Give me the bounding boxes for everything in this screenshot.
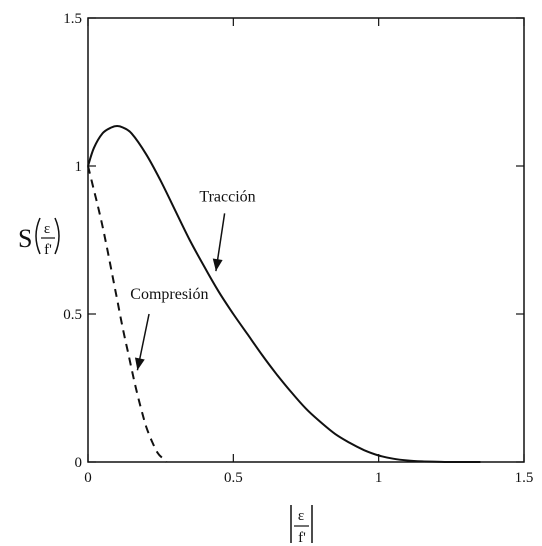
y-axis-label-denominator: f'	[44, 242, 52, 258]
x-tick-label: 1.5	[515, 470, 534, 486]
y-label-left-paren	[35, 217, 41, 255]
annotation-label: Compresión	[130, 286, 208, 303]
x-axis-label: ε f'	[290, 505, 313, 546]
y-axis-label: S ε f'	[18, 217, 60, 258]
series-line-compresion	[87, 165, 168, 463]
axis-ticks	[87, 17, 525, 463]
y-axis-label-numerator: ε	[44, 221, 50, 237]
annotation-label: Tracción	[199, 189, 255, 206]
series-layer	[87, 124, 481, 463]
y-tick-label: 1	[75, 159, 83, 175]
x-tick-label: 1	[375, 470, 383, 486]
y-tick-label: 0.5	[63, 307, 82, 323]
plot-frame	[87, 17, 525, 463]
annotation-arrow-head	[212, 258, 223, 272]
annotation-arrow-head	[134, 357, 145, 371]
series-line-traccion	[87, 124, 481, 463]
y-label-right-paren	[54, 217, 60, 255]
y-tick-label: 1.5	[63, 11, 82, 27]
annotation-layer: Tracción Compresión	[130, 189, 256, 371]
x-tick-label: 0.5	[224, 470, 243, 486]
y-axis-label-prefix: S	[18, 224, 32, 253]
x-axis-label-denominator: f'	[298, 530, 306, 546]
x-tick-label: 0	[84, 470, 92, 486]
axis-tick-labels: 0 0.5 1 1.5 0 0.5 1 1.5	[63, 11, 533, 486]
y-tick-label: 0	[75, 455, 83, 471]
x-axis-label-numerator: ε	[298, 508, 304, 524]
